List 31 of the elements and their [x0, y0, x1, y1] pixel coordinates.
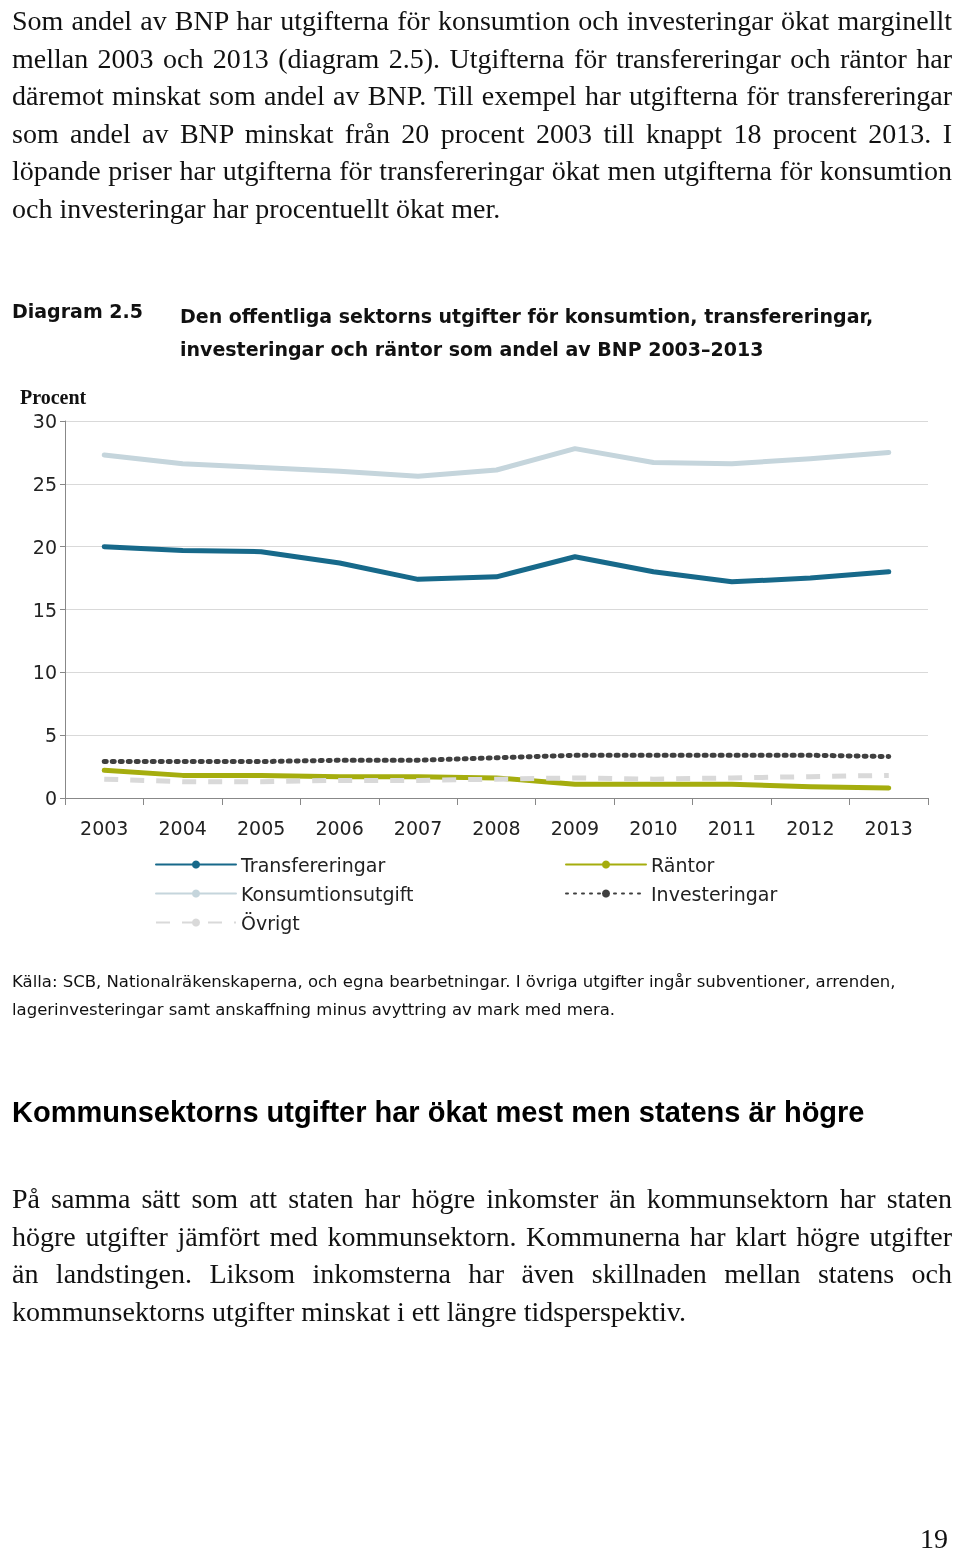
legend-label: Investeringar [651, 882, 778, 905]
x-tick-label: 2006 [315, 816, 364, 839]
y-tick-label: 0 [44, 787, 57, 809]
y-tick-label: 5 [44, 724, 57, 747]
x-tick-label: 2011 [707, 816, 757, 839]
x-tick-label: 2010 [629, 816, 678, 839]
x-tick-label: 2005 [236, 816, 286, 839]
text: 19 [920, 1522, 948, 1552]
text: Kommunsektorns utgifter har ökat mest men statens är högre [12, 1095, 866, 1130]
x-tick-label: 2007 [393, 816, 443, 839]
x-tick-label: 2013 [864, 816, 913, 839]
text: Diagram 2.5 [12, 300, 143, 322]
x-tick-label: 2009 [550, 816, 600, 839]
x-tick-label: 2012 [786, 816, 835, 839]
text: Källa: SCB, Nationalräkenskaperna, och egna bearbetningar. I övriga utgifter ingår subventioner, arrenden, lagerinvesteringar samt anskaffning minus avyttring av mark med mera. [12, 971, 897, 1021]
y-axis-title: Procent [20, 386, 87, 408]
x-tick-label: 2008 [472, 816, 521, 839]
x-tick-label: 2004 [158, 816, 207, 839]
y-tick-label: 15 [32, 598, 57, 621]
x-tick-label: 2003 [80, 816, 129, 839]
text: På samma sätt som att staten har högre inkomster än kommunsektorn har staten högre utgifter jämfört med kommunsektorn. Kommunerna har klart högre utgifter än landstingen. Liksom inkomsterna har även skillnaden mellan statens och kommunsektorns utgifter minskat i ett längre tidsperspektiv. [12, 1182, 952, 1329]
legend-label: Konsumtionsutgift [241, 882, 414, 905]
y-tick-label: 30 [32, 410, 57, 432]
chart-title: Den offentliga sektorns utgifter för konsumtion, transfereringar, investeringar och räntor som andel av BNP 2003–2013 [180, 304, 875, 362]
text: Som andel av BNP har utgifterna för konsumtion och investeringar ökat marginellt mellan 2003 och 2013 (diagram 2.5). Utgifterna för transfereringar och räntor har däremot minskat som andel av BNP. Till exempel har utgifterna för transfereringar som andel av BNP minskat från 20 procent 2003 till knappt 18 procent 2013. I löpande priser har utgifterna för transfereringar ökat men utgifterna för konsumtion och investeringar har procentuellt ökat mer. [12, 4, 952, 226]
y-tick-label: 25 [32, 472, 57, 495]
legend-label: Övrigt [241, 911, 300, 934]
y-tick-label: 10 [32, 661, 57, 684]
legend-label: Transfereringar [240, 853, 386, 876]
y-tick-label: 20 [32, 535, 57, 558]
legend-label: Räntor [651, 853, 715, 876]
